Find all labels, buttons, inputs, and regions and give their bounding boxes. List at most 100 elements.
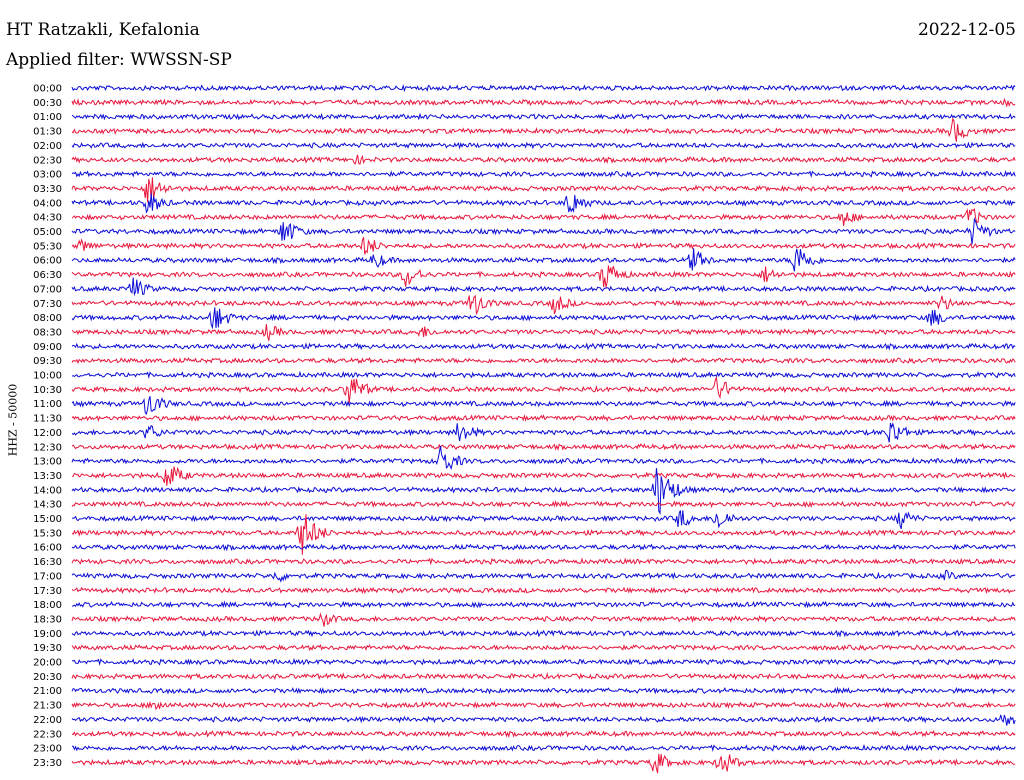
row-label-2030: 20:30 [33,672,62,683]
trace-0330 [71,177,1016,203]
row-label-2230: 22:30 [33,729,62,740]
row-label-0800: 08:00 [33,313,62,324]
row-label-0500: 05:00 [33,227,62,238]
row-label-1100: 11:00 [33,399,62,410]
row-label-0530: 05:30 [33,241,62,252]
row-label-1030: 10:30 [33,385,62,396]
trace-0830 [71,324,1016,341]
row-label-1730: 17:30 [33,586,62,597]
row-label-0230: 02:30 [33,155,62,166]
row-label-0730: 07:30 [33,299,62,310]
row-label-1500: 15:00 [33,514,62,525]
trace-0530 [71,237,1016,255]
row-label-2300: 23:00 [33,744,62,755]
trace-2000 [71,657,1016,666]
row-label-0100: 01:00 [33,112,62,123]
row-label-0300: 03:00 [33,170,62,181]
trace-1100 [71,396,1016,416]
row-label-1930: 19:30 [33,643,62,654]
trace-1230 [71,442,1016,452]
trace-group [71,83,1016,774]
row-label-1330: 13:30 [33,471,62,482]
row-label-2000: 20:00 [33,658,62,669]
trace-0600 [71,248,1016,272]
date-label: 2022-12-05 [917,20,1016,40]
trace-0700 [71,277,1016,297]
row-label-0630: 06:30 [33,270,62,281]
trace-2100 [71,686,1016,695]
row-label-0400: 04:00 [33,198,62,209]
row-label-0130: 01:30 [33,127,62,138]
trace-2300 [72,743,1016,753]
row-label-0900: 09:00 [33,342,62,353]
trace-1800 [71,600,1016,609]
trace-0400 [71,193,1016,214]
row-label-1530: 15:30 [33,528,62,539]
row-label-0930: 09:30 [33,356,62,367]
trace-2130 [71,700,1016,711]
trace-2200 [71,714,1016,726]
trace-1900 [71,629,1016,638]
row-label-0330: 03:30 [33,184,62,195]
row-label-1600: 16:00 [33,543,62,554]
row-label-1830: 18:30 [33,614,62,625]
row-label-1630: 16:30 [33,557,62,568]
row-label-0200: 02:00 [33,141,62,152]
trace-0100 [71,112,1016,121]
trace-0630 [71,265,1016,288]
row-label-1130: 11:30 [33,414,62,425]
trace-1430 [71,500,1016,509]
row-label-1900: 19:00 [33,629,62,640]
trace-0200 [71,141,1016,150]
row-label-0830: 08:30 [33,327,62,338]
trace-0230 [71,154,1016,165]
trace-1330 [72,466,1016,486]
row-label-1000: 10:00 [33,371,62,382]
row-label-0430: 04:30 [33,213,62,224]
trace-1830 [71,612,1016,627]
trace-0300 [71,169,1016,179]
trace-0500 [71,217,1016,245]
trace-2030 [71,672,1016,681]
row-label-1200: 12:00 [33,428,62,439]
row-label-1300: 13:00 [33,457,62,468]
trace-1600 [71,543,1016,552]
row-label-2100: 21:00 [33,686,62,697]
trace-1400 [71,468,1016,515]
row-label-1800: 18:00 [33,600,62,611]
row-label-1430: 14:30 [33,500,62,511]
trace-1730 [71,586,1016,595]
trace-2330 [71,753,1016,774]
trace-0130 [71,117,1016,142]
trace-0900 [71,342,1016,351]
trace-1000 [71,370,1016,379]
trace-1030 [71,377,1016,404]
trace-1930 [71,643,1016,652]
row-label-0000: 00:00 [33,84,62,95]
trace-1200 [71,422,1016,443]
trace-0000 [71,83,1016,93]
trace-1300 [71,445,1016,471]
row-label-0030: 00:30 [33,98,62,109]
row-label-2200: 22:00 [33,715,62,726]
filter-label: Applied filter: WWSSN-SP [6,50,232,70]
trace-0930 [71,356,1016,365]
trace-0430 [71,207,1016,226]
row-label-1230: 12:30 [33,442,62,453]
row-label-2130: 21:30 [33,701,62,712]
trace-0730 [71,294,1016,316]
trace-0030 [71,97,1016,108]
row-label-1700: 17:00 [33,571,62,582]
row-label-0600: 06:00 [33,256,62,267]
row-label-2330: 23:30 [33,758,62,769]
row-label-0700: 07:00 [33,284,62,295]
row-label-1400: 14:00 [33,485,62,496]
trace-1130 [71,414,1016,423]
trace-1530 [71,514,1016,555]
station-title: HT Ratzakli, Kefalonia [6,20,200,40]
trace-1500 [71,510,1016,530]
trace-2230 [71,729,1016,739]
row-label-group: 00:00 00:30 01:00 01:30 02:00 02:30 03:00 03:30… [33,84,62,769]
trace-0800 [71,307,1016,330]
